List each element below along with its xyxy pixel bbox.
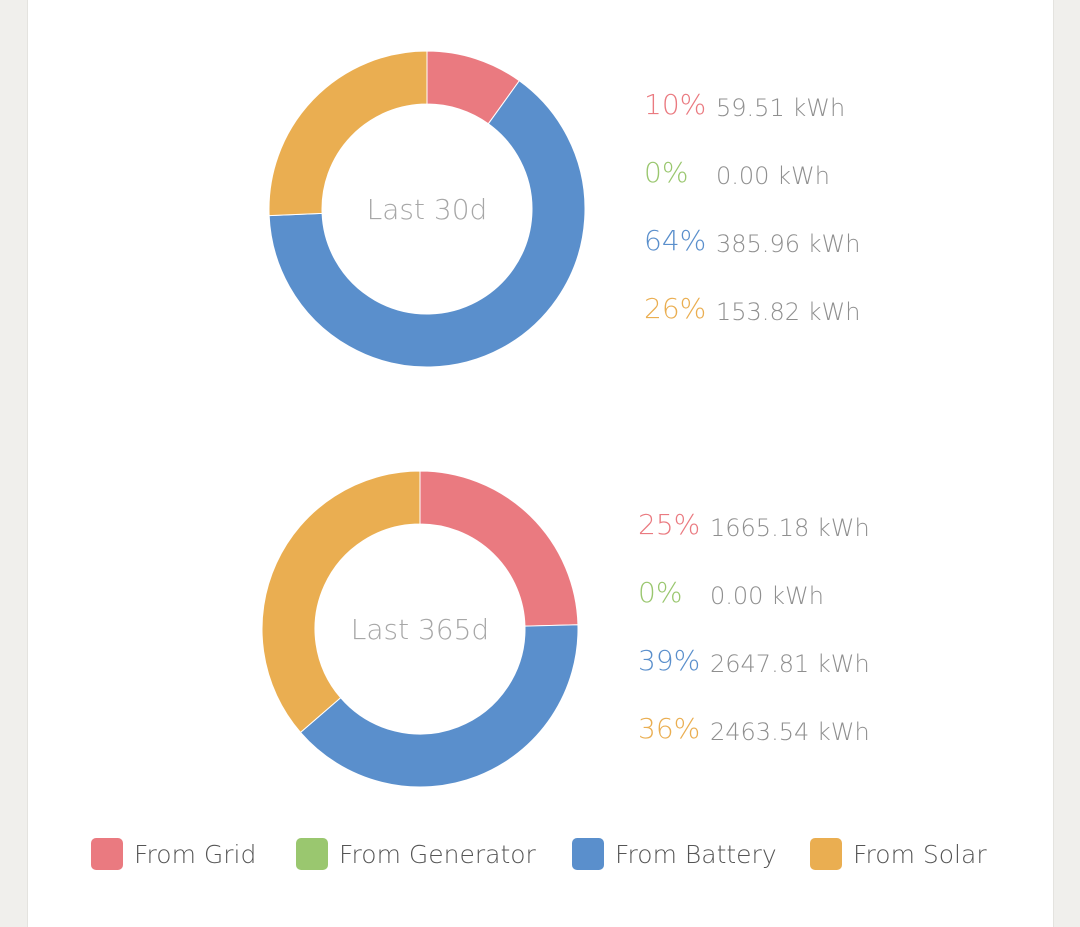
stat-percent: 25% (638, 508, 701, 541)
chart-legend: From Grid From Generator From Battery Fr… (0, 836, 1080, 872)
stat-row-from-generator: 0% 0.00 kWh (638, 573, 938, 613)
stat-kwh-value: 385.96 kWh (716, 230, 861, 258)
stat-kwh-value: 2647.81 kWh (710, 650, 870, 678)
donut-slice-from-solar (268, 50, 428, 217)
donut-slice-from-grid (419, 470, 579, 627)
legend-label: From Solar (853, 839, 987, 869)
legend-item-from-generator: From Generator (296, 836, 536, 872)
stat-kwh-value: 1665.18 kWh (710, 514, 870, 542)
stat-row-from-generator: 0% 0.00 kWh (644, 153, 944, 193)
stat-row-from-battery: 39% 2647.81 kWh (638, 641, 938, 681)
donut-slice-from-battery (268, 80, 586, 368)
stat-percent: 10% (644, 88, 707, 121)
donut-chart-last-30d: Last 30d (257, 39, 597, 379)
legend-label: From Battery (615, 839, 777, 869)
donut-svg-last-365d (261, 470, 579, 788)
stat-row-from-solar: 36% 2463.54 kWh (638, 709, 938, 749)
donut-chart-last-365d: Last 365d (250, 459, 590, 799)
legend-item-from-battery: From Battery (572, 836, 777, 872)
legend-swatch-generator (296, 838, 328, 870)
stat-percent: 26% (644, 292, 707, 325)
stat-row-from-battery: 64% 385.96 kWh (644, 221, 944, 261)
stat-kwh-value: 0.00 kWh (716, 162, 830, 190)
donut-slice-from-solar (261, 470, 421, 734)
stat-percent: 36% (638, 712, 701, 745)
legend-item-from-grid: From Grid (91, 836, 256, 872)
legend-item-from-solar: From Solar (810, 836, 987, 872)
stat-row-from-grid: 25% 1665.18 kWh (638, 505, 938, 545)
stat-row-from-solar: 26% 153.82 kWh (644, 289, 944, 329)
legend-swatch-battery (572, 838, 604, 870)
legend-swatch-grid (91, 838, 123, 870)
legend-swatch-solar (810, 838, 842, 870)
stat-percent: 0% (638, 576, 683, 609)
stat-kwh-value: 153.82 kWh (716, 298, 861, 326)
donut-svg-last-30d (268, 50, 586, 368)
stat-kwh-value: 2463.54 kWh (710, 718, 870, 746)
stat-kwh-value: 59.51 kWh (716, 94, 846, 122)
stat-percent: 39% (638, 644, 701, 677)
stat-percent: 0% (644, 156, 689, 189)
stat-kwh-value: 0.00 kWh (710, 582, 824, 610)
stat-percent: 64% (644, 224, 707, 257)
legend-label: From Generator (339, 839, 536, 869)
donut-slice-from-battery (299, 624, 579, 788)
legend-label: From Grid (134, 839, 257, 869)
stat-row-from-grid: 10% 59.51 kWh (644, 85, 944, 125)
